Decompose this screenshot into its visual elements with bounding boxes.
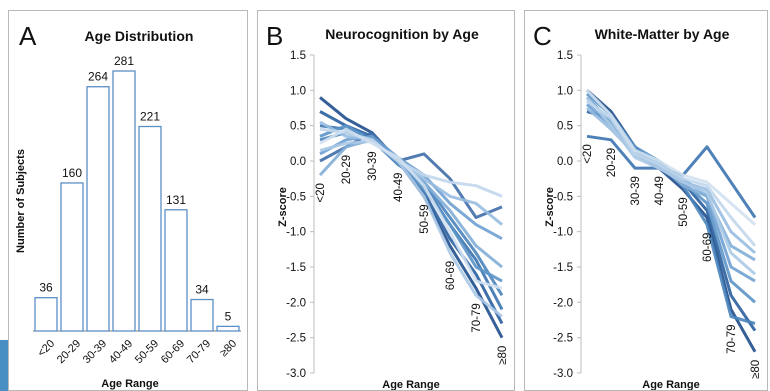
x-tick-label: ≥80 [750, 360, 762, 379]
series-line [586, 110, 757, 332]
x-tick-label: 30-39 [81, 338, 109, 366]
x-tick-label: 30-39 [630, 176, 642, 205]
y-tick-label: -1.5 [553, 262, 573, 274]
x-tick-label: 70-79 [471, 303, 483, 332]
bar [86, 86, 110, 332]
x-tick-label: 60-69 [159, 338, 187, 366]
bar [34, 297, 58, 332]
y-axis-label: Z-score [277, 187, 289, 227]
y-tick-label: -1.0 [553, 227, 573, 239]
panel-neurocognition: B Neurocognition by Age 1.5 1.0 0.5 0.0 -0.5 -1… [257, 10, 515, 391]
x-tick-label: 50-59 [678, 197, 690, 226]
x-tick-label: ≥80 [218, 338, 239, 359]
x-tick-label: <20 [36, 338, 58, 360]
bar-data-label: 5 [225, 309, 232, 323]
x-tick-label: 50-59 [133, 338, 161, 366]
bar-data-label: 264 [88, 70, 108, 84]
x-tick-label: 60-69 [445, 261, 457, 290]
panel-letter-a: A [19, 21, 37, 51]
y-tick-label: 0.0 [557, 156, 573, 168]
y-tick-label: -1.5 [286, 262, 306, 274]
bar [164, 209, 188, 332]
bar-data-label: 221 [140, 110, 160, 124]
series-line [585, 96, 756, 276]
y-tick-label: -2.0 [286, 297, 306, 309]
bar-data-label: 131 [166, 193, 186, 207]
y-tick-label: 0.5 [290, 121, 306, 133]
panel-white-matter: C White-Matter by Age 1.5 1.0 0.5 0.0 -0.5 -1.0… [524, 10, 768, 391]
x-tick-label: 70-79 [185, 338, 213, 366]
panel-letter-b: B [266, 21, 283, 51]
x-tick-label: 40-49 [654, 176, 666, 205]
chart-title: Neurocognition by Age [325, 26, 479, 42]
y-tick-label: -2.5 [553, 333, 573, 345]
y-tick-label: 0.0 [290, 156, 306, 168]
x-axis-label: Age Range [382, 379, 439, 391]
bar [112, 70, 136, 332]
chart-title: White-Matter by Age [595, 26, 730, 42]
bar [216, 325, 240, 332]
age-distribution-chart: A Age Distribution 36 <20 160 20-29 264 30-39 28… [15, 21, 241, 390]
bar-data-label: 36 [39, 281, 53, 295]
left-edge-accent [0, 340, 8, 391]
series-line [319, 139, 503, 318]
y-tick-label: 1.5 [290, 50, 306, 62]
bar-data-label: 34 [195, 283, 209, 297]
panel-age-distribution: A Age Distribution 36 <20 160 20-29 264 30-39 28… [8, 10, 248, 391]
series-line [586, 89, 757, 353]
series-line [586, 99, 757, 247]
y-tick-label: -3.0 [286, 368, 306, 380]
x-tick-label: <20 [315, 183, 327, 203]
x-tick-label: 60-69 [702, 233, 714, 262]
x-axis-label: Age Range [101, 378, 158, 390]
x-tick-label: 50-59 [419, 204, 431, 233]
x-tick-label: ≥80 [497, 346, 509, 365]
bar-data-label: 281 [114, 54, 134, 68]
y-tick-label: -0.5 [286, 191, 306, 203]
chart-title: Age Distribution [85, 28, 194, 44]
x-tick-label: 20-29 [341, 155, 353, 184]
bar [138, 125, 162, 332]
x-tick-label: 70-79 [726, 324, 738, 353]
bar [60, 182, 84, 332]
y-tick-label: 1.0 [290, 85, 306, 97]
x-tick-label: <20 [582, 144, 594, 164]
y-tick-label: -2.5 [286, 333, 306, 345]
series-line [319, 124, 503, 283]
y-tick-label: -2.0 [553, 297, 573, 309]
x-axis-label: Age Range [642, 379, 699, 391]
y-axis-label: Z-score [544, 187, 556, 227]
series-line [319, 127, 503, 290]
y-tick-label: 1.5 [557, 50, 573, 62]
panel-letter-c: C [533, 21, 552, 51]
x-tick-label: 20-29 [606, 148, 618, 177]
neurocognition-chart: B Neurocognition by Age 1.5 1.0 0.5 0.0 -0.5 -1… [266, 21, 509, 391]
y-tick-label: 1.0 [557, 85, 573, 97]
series-line [319, 134, 503, 241]
y-tick-label: -1.0 [286, 227, 306, 239]
series-line [585, 89, 756, 226]
y-axis-label: Number of Subjects [15, 149, 27, 253]
x-tick-label: 30-39 [367, 151, 379, 180]
y-tick-label: 0.5 [557, 121, 573, 133]
series-line [319, 127, 503, 198]
bar [190, 298, 214, 332]
y-tick-label: -0.5 [553, 191, 573, 203]
y-tick-label: -3.0 [553, 368, 573, 380]
white-matter-chart: C White-Matter by Age 1.5 1.0 0.5 0.0 -0.5 -1.0… [533, 21, 762, 391]
x-tick-label: 20-29 [55, 338, 83, 366]
x-tick-label: 40-49 [393, 173, 405, 202]
bar-data-label: 160 [62, 166, 82, 180]
x-tick-label: 40-49 [107, 338, 135, 366]
